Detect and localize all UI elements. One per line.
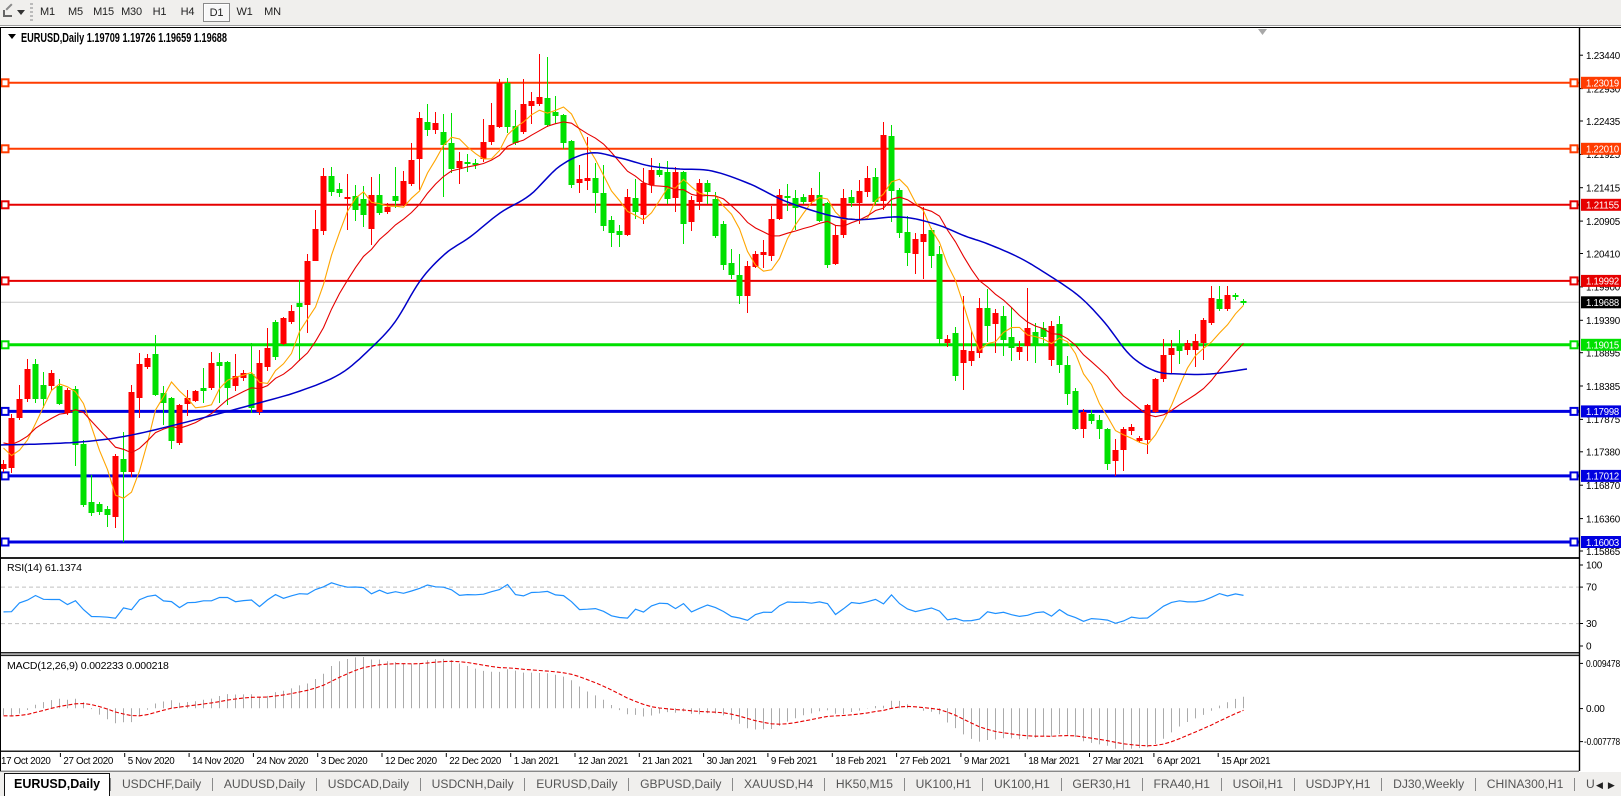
svg-text:1.17380: 1.17380 (1586, 448, 1621, 459)
svg-text:1.22930: 1.22930 (1586, 84, 1621, 95)
svg-text:30 Jan 2021: 30 Jan 2021 (707, 756, 757, 767)
svg-text:1.16360: 1.16360 (1586, 514, 1621, 525)
svg-text:0: 0 (1586, 642, 1592, 653)
svg-text:6 Apr 2021: 6 Apr 2021 (1157, 756, 1201, 767)
svg-text:27 Mar 2021: 27 Mar 2021 (1093, 756, 1144, 767)
svg-text:24 Nov 2020: 24 Nov 2020 (256, 756, 309, 767)
svg-text:1.15865: 1.15865 (1586, 547, 1621, 558)
svg-text:1.20905: 1.20905 (1586, 217, 1621, 228)
svg-text:1.21155: 1.21155 (1586, 201, 1620, 212)
svg-text:30: 30 (1586, 619, 1597, 630)
svg-text:15 Apr 2021: 15 Apr 2021 (1221, 756, 1270, 767)
svg-text:1 Jan 2021: 1 Jan 2021 (514, 756, 559, 767)
svg-text:1.19992: 1.19992 (1586, 277, 1620, 288)
svg-text:1.18385: 1.18385 (1586, 382, 1621, 393)
svg-text:1.20410: 1.20410 (1586, 249, 1621, 260)
svg-text:14 Nov 2020: 14 Nov 2020 (192, 756, 245, 767)
svg-text:12 Jan 2021: 12 Jan 2021 (578, 756, 628, 767)
svg-text:21 Jan 2021: 21 Jan 2021 (642, 756, 692, 767)
svg-text:1.18895: 1.18895 (1586, 349, 1621, 360)
svg-text:1.19900: 1.19900 (1586, 283, 1621, 294)
svg-text:-0.007778: -0.007778 (1584, 737, 1621, 748)
svg-text:9 Feb 2021: 9 Feb 2021 (771, 756, 817, 767)
svg-text:27 Oct 2020: 27 Oct 2020 (63, 756, 113, 767)
svg-text:27 Feb 2021: 27 Feb 2021 (900, 756, 951, 767)
svg-text:5 Nov 2020: 5 Nov 2020 (128, 756, 176, 767)
svg-text:1.22435: 1.22435 (1586, 117, 1621, 128)
svg-text:100: 100 (1586, 561, 1603, 572)
svg-text:9 Mar 2021: 9 Mar 2021 (964, 756, 1010, 767)
svg-text:MACD(12,26,9) 0.002233 0.00021: MACD(12,26,9) 0.002233 0.000218 (7, 660, 169, 672)
svg-text:1.16870: 1.16870 (1586, 481, 1621, 492)
svg-text:1.16003: 1.16003 (1586, 538, 1620, 549)
svg-text:1.19390: 1.19390 (1586, 316, 1621, 327)
svg-text:3 Dec 2020: 3 Dec 2020 (321, 756, 369, 767)
svg-text:18 Mar 2021: 18 Mar 2021 (1028, 756, 1079, 767)
svg-text:1.21415: 1.21415 (1586, 184, 1621, 195)
svg-text:1.17875: 1.17875 (1586, 415, 1621, 426)
svg-text:0.009478: 0.009478 (1586, 659, 1621, 670)
svg-text:1.17998: 1.17998 (1586, 407, 1620, 418)
svg-text:1.23440: 1.23440 (1586, 51, 1621, 62)
svg-text:1.21925: 1.21925 (1586, 150, 1621, 161)
svg-text:1.22010: 1.22010 (1586, 145, 1620, 156)
svg-text:18 Feb 2021: 18 Feb 2021 (835, 756, 886, 767)
svg-text:12 Dec 2020: 12 Dec 2020 (385, 756, 438, 767)
svg-text:0.00: 0.00 (1586, 704, 1605, 715)
svg-text:EURUSD,Daily 1.19709 1.19726: EURUSD,Daily 1.19709 1.19726 1.19659 1.1… (21, 31, 227, 45)
svg-text:22 Dec 2020: 22 Dec 2020 (449, 756, 502, 767)
svg-text:1.19688: 1.19688 (1586, 298, 1620, 309)
svg-text:1.19015: 1.19015 (1586, 341, 1620, 352)
svg-text:1.17012: 1.17012 (1586, 472, 1620, 483)
svg-text:17 Oct 2020: 17 Oct 2020 (1, 756, 51, 767)
svg-text:RSI(14) 61.1374: RSI(14) 61.1374 (7, 562, 82, 574)
svg-text:1.23019: 1.23019 (1586, 79, 1620, 90)
svg-text:70: 70 (1586, 583, 1597, 594)
